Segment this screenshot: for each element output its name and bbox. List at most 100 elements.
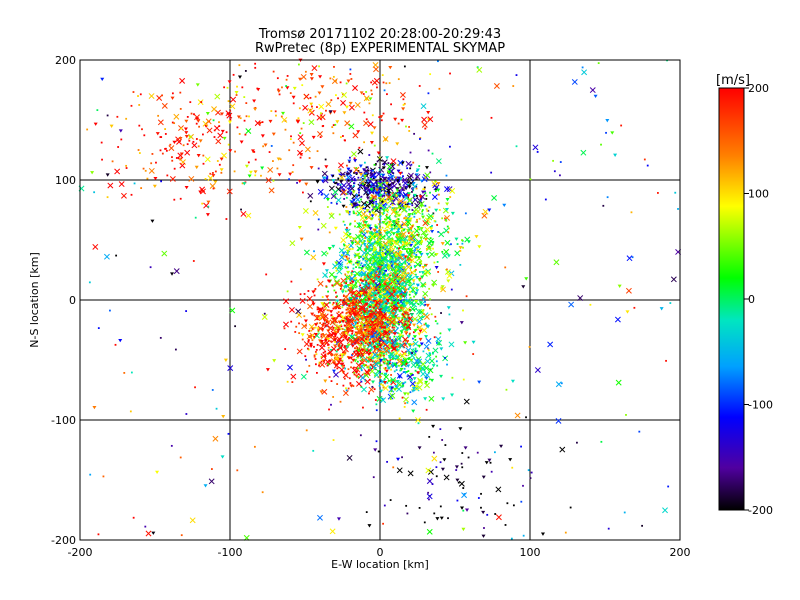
- data-point: [362, 263, 367, 268]
- data-point: [369, 366, 372, 369]
- data-point: [397, 122, 400, 125]
- data-point: [391, 203, 394, 206]
- data-point: [462, 509, 465, 512]
- data-point: [120, 138, 123, 141]
- data-point: [350, 334, 353, 337]
- data-point: [571, 79, 578, 85]
- data-point: [424, 322, 427, 325]
- data-point: [271, 132, 276, 136]
- data-point: [375, 342, 378, 345]
- data-point: [403, 257, 405, 260]
- data-point: [354, 374, 359, 378]
- data-point: [399, 281, 401, 284]
- data-point: [369, 174, 372, 177]
- data-point: [378, 227, 381, 230]
- data-point: [454, 465, 459, 469]
- data-point: [109, 124, 114, 128]
- data-point: [281, 116, 288, 123]
- data-point: [309, 344, 314, 348]
- data-point: [353, 171, 355, 174]
- data-point: [412, 316, 418, 323]
- data-point: [233, 170, 236, 173]
- data-point: [369, 253, 376, 260]
- data-point: [385, 213, 388, 216]
- data-point: [118, 338, 123, 343]
- data-point: [401, 207, 407, 213]
- data-point: [396, 218, 399, 221]
- data-point: [389, 320, 392, 323]
- data-point: [376, 160, 379, 163]
- data-point: [359, 184, 362, 187]
- data-point: [202, 120, 209, 127]
- data-point: [403, 352, 408, 357]
- data-point: [227, 365, 234, 372]
- data-point: [195, 83, 200, 87]
- data-point: [236, 115, 241, 119]
- data-point: [283, 327, 286, 330]
- data-point: [393, 344, 396, 347]
- data-point: [419, 138, 421, 140]
- data-point: [422, 312, 425, 315]
- data-point: [377, 215, 380, 218]
- data-point: [363, 174, 368, 179]
- data-point: [349, 248, 352, 251]
- data-point: [367, 178, 373, 185]
- data-point: [205, 213, 210, 217]
- data-point: [358, 332, 361, 335]
- data-point: [196, 154, 201, 158]
- data-point: [376, 395, 383, 402]
- data-point: [439, 347, 444, 351]
- data-point: [396, 291, 399, 294]
- data-point: [354, 320, 357, 323]
- data-point: [319, 322, 322, 324]
- data-point: [390, 158, 397, 165]
- data-point: [373, 186, 376, 189]
- data-point: [375, 181, 380, 185]
- data-point: [340, 284, 343, 286]
- data-point: [589, 87, 596, 94]
- data-point: [354, 102, 361, 108]
- data-point: [378, 193, 383, 198]
- data-point: [381, 257, 383, 260]
- data-point: [208, 478, 215, 485]
- data-point: [402, 392, 407, 396]
- data-point: [332, 124, 335, 126]
- data-point: [194, 386, 196, 389]
- data-point: [339, 354, 342, 357]
- data-point: [380, 231, 383, 234]
- data-point: [418, 251, 421, 253]
- data-point: [396, 169, 401, 173]
- data-point: [412, 340, 419, 347]
- data-point: [381, 159, 388, 166]
- data-point: [378, 275, 380, 278]
- data-point: [367, 179, 369, 182]
- data-point: [373, 306, 375, 309]
- data-point: [461, 527, 466, 532]
- data-point: [380, 254, 385, 258]
- data-point: [276, 89, 281, 94]
- data-point: [329, 326, 332, 329]
- data-point: [352, 291, 355, 293]
- data-point: [474, 235, 479, 239]
- data-point: [393, 335, 396, 338]
- data-point: [319, 116, 322, 118]
- data-point: [308, 364, 311, 367]
- data-point: [431, 152, 434, 155]
- data-point: [253, 445, 256, 448]
- data-point: [361, 354, 364, 357]
- data-point: [395, 257, 402, 263]
- data-point: [427, 491, 430, 494]
- data-point: [365, 303, 368, 306]
- data-point: [179, 77, 186, 84]
- data-point: [321, 359, 324, 362]
- data-point: [341, 356, 344, 359]
- data-point: [446, 363, 448, 366]
- data-point: [369, 172, 374, 176]
- data-point: [340, 353, 345, 357]
- data-point: [358, 226, 365, 233]
- data-point: [416, 349, 419, 352]
- data-point: [382, 229, 387, 234]
- data-point: [405, 248, 410, 252]
- data-point: [354, 284, 357, 286]
- data-point: [399, 304, 404, 308]
